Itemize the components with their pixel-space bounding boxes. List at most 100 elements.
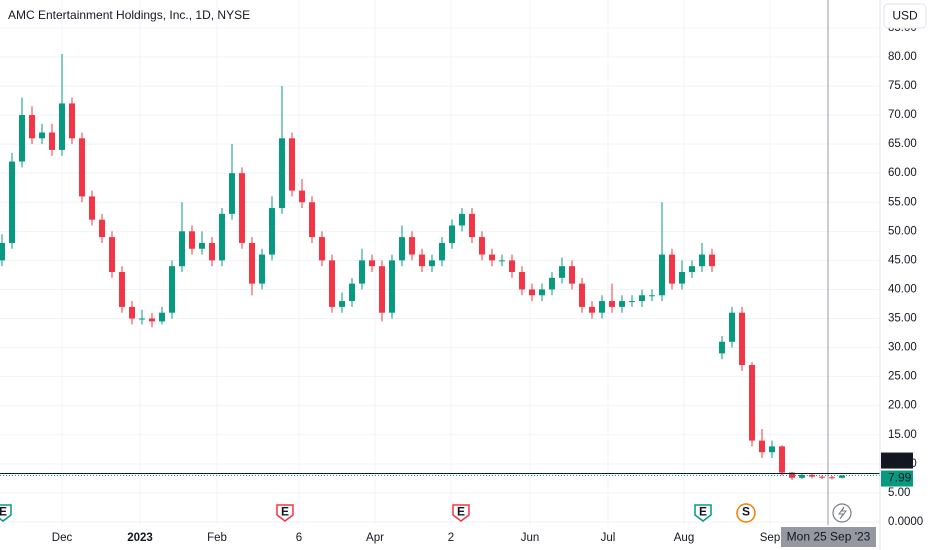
candle-body [659, 254, 665, 296]
y-tick-label: 20.00 [888, 400, 917, 412]
candle-body [619, 301, 625, 307]
y-tick-label: 45.00 [888, 254, 917, 266]
x-tick-label: Aug [674, 532, 694, 544]
event-label[interactable]: E [0, 505, 7, 519]
candle-body [59, 103, 65, 150]
candle-body [559, 266, 565, 278]
candle-body [439, 242, 445, 261]
y-tick-label: 15.00 [888, 429, 917, 441]
price-label: 8.33 [888, 453, 912, 467]
candle-body [519, 272, 525, 290]
candle-body [499, 260, 505, 262]
event-marker[interactable] [694, 504, 712, 522]
candle-body [19, 115, 25, 162]
candle-body [589, 306, 595, 313]
candle-body [9, 161, 15, 243]
candle-body [309, 202, 315, 238]
candle-body [409, 237, 415, 255]
candle-body [169, 266, 175, 313]
candle-body [359, 260, 365, 284]
candle-body [539, 289, 545, 296]
event-label[interactable]: E [457, 505, 465, 519]
candle-body [759, 440, 765, 453]
candle-body [419, 254, 425, 267]
candle-body [289, 138, 295, 191]
candle-body [119, 272, 125, 307]
candle-body [699, 254, 705, 267]
candle-body [579, 283, 585, 307]
event-marker[interactable] [452, 504, 470, 522]
x-tick-label: Dec [52, 532, 73, 544]
crosshair-date: Mon 25 Sep '23 [787, 530, 871, 544]
candle-body [679, 272, 685, 284]
y-tick-label: 0.0000 [888, 516, 923, 528]
candle-body [819, 476, 825, 478]
x-tick-label: 2 [448, 532, 454, 544]
x-tick-label: 6 [296, 532, 302, 544]
price-label-box [881, 470, 913, 487]
candle-body [669, 254, 675, 284]
event-marker[interactable] [276, 504, 294, 522]
y-tick-label: 25.00 [888, 371, 917, 383]
candle-body [39, 132, 45, 139]
candle-body [199, 242, 205, 249]
candle-body [259, 254, 265, 284]
event-label[interactable]: S [742, 505, 750, 519]
candle-body [629, 301, 635, 303]
candle-body [719, 341, 725, 354]
chart-title: AMC Entertainment Holdings, Inc., 1D, NY… [8, 8, 250, 22]
x-tick-label: 2023 [127, 532, 153, 544]
candle-body [339, 301, 345, 307]
candle-body [89, 196, 95, 220]
candle-body [509, 260, 515, 273]
candle-body [799, 474, 805, 478]
candle-body [739, 312, 745, 366]
candle-body [189, 231, 195, 249]
event-marker[interactable] [736, 503, 756, 523]
candle-body [109, 237, 115, 273]
candle-body [649, 295, 655, 297]
candle-body [469, 213, 475, 238]
y-tick-label: 55.00 [888, 196, 917, 208]
price-label-box [881, 452, 913, 469]
candle-body [209, 242, 215, 261]
replay-bolt [838, 506, 847, 520]
candle-body [329, 260, 335, 307]
candle-body [379, 266, 385, 313]
replay-icon[interactable] [832, 503, 852, 523]
x-tick-label: Jul [601, 532, 616, 544]
candle-body [829, 477, 835, 479]
candle-body [599, 301, 605, 313]
y-tick-label: 75.00 [888, 80, 917, 92]
candle-body [29, 115, 35, 139]
x-tick-label: Feb [207, 532, 227, 544]
candle-body [229, 173, 235, 214]
candle-body [299, 190, 305, 203]
y-tick-label: 30.00 [888, 342, 917, 354]
event-label[interactable]: E [699, 505, 707, 519]
y-tick-label: 35.00 [888, 313, 917, 325]
x-tick-label: Apr [366, 532, 384, 544]
candle-body [399, 237, 405, 261]
x-tick-label: Sep [760, 532, 780, 544]
candle-body [69, 103, 75, 139]
event-label[interactable]: E [281, 505, 289, 519]
candle-body [129, 306, 135, 319]
crosshair-date-box [781, 527, 876, 547]
y-tick-label: 40.00 [888, 283, 917, 295]
candle-body [249, 242, 255, 284]
candle-body [569, 266, 575, 284]
candle-body [609, 301, 615, 307]
candle-body [839, 475, 845, 478]
currency-label[interactable]: USD [892, 9, 918, 23]
candle-body [389, 260, 395, 313]
candle-body [0, 242, 6, 261]
y-tick-label: 60.00 [888, 167, 917, 179]
candle-body [529, 289, 535, 296]
currency-button[interactable] [883, 3, 927, 29]
candle-body [149, 318, 155, 322]
candle-body [709, 254, 715, 267]
event-marker[interactable] [0, 504, 12, 522]
